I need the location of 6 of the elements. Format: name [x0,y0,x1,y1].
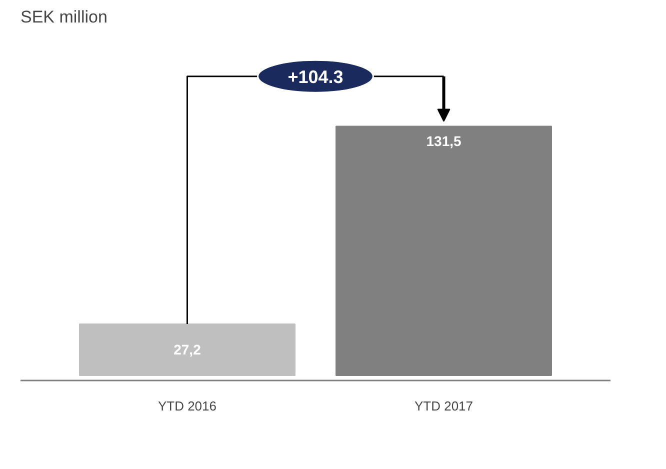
data-label: 27,2 [174,342,202,358]
text: +104.3 [288,66,344,87]
chart-title: SEK million [20,8,108,26]
x-tick-label: YTD 2017 [414,398,474,414]
data-label: 131,5 [426,133,462,150]
x-tick-label: YTD 2016 [158,398,217,414]
